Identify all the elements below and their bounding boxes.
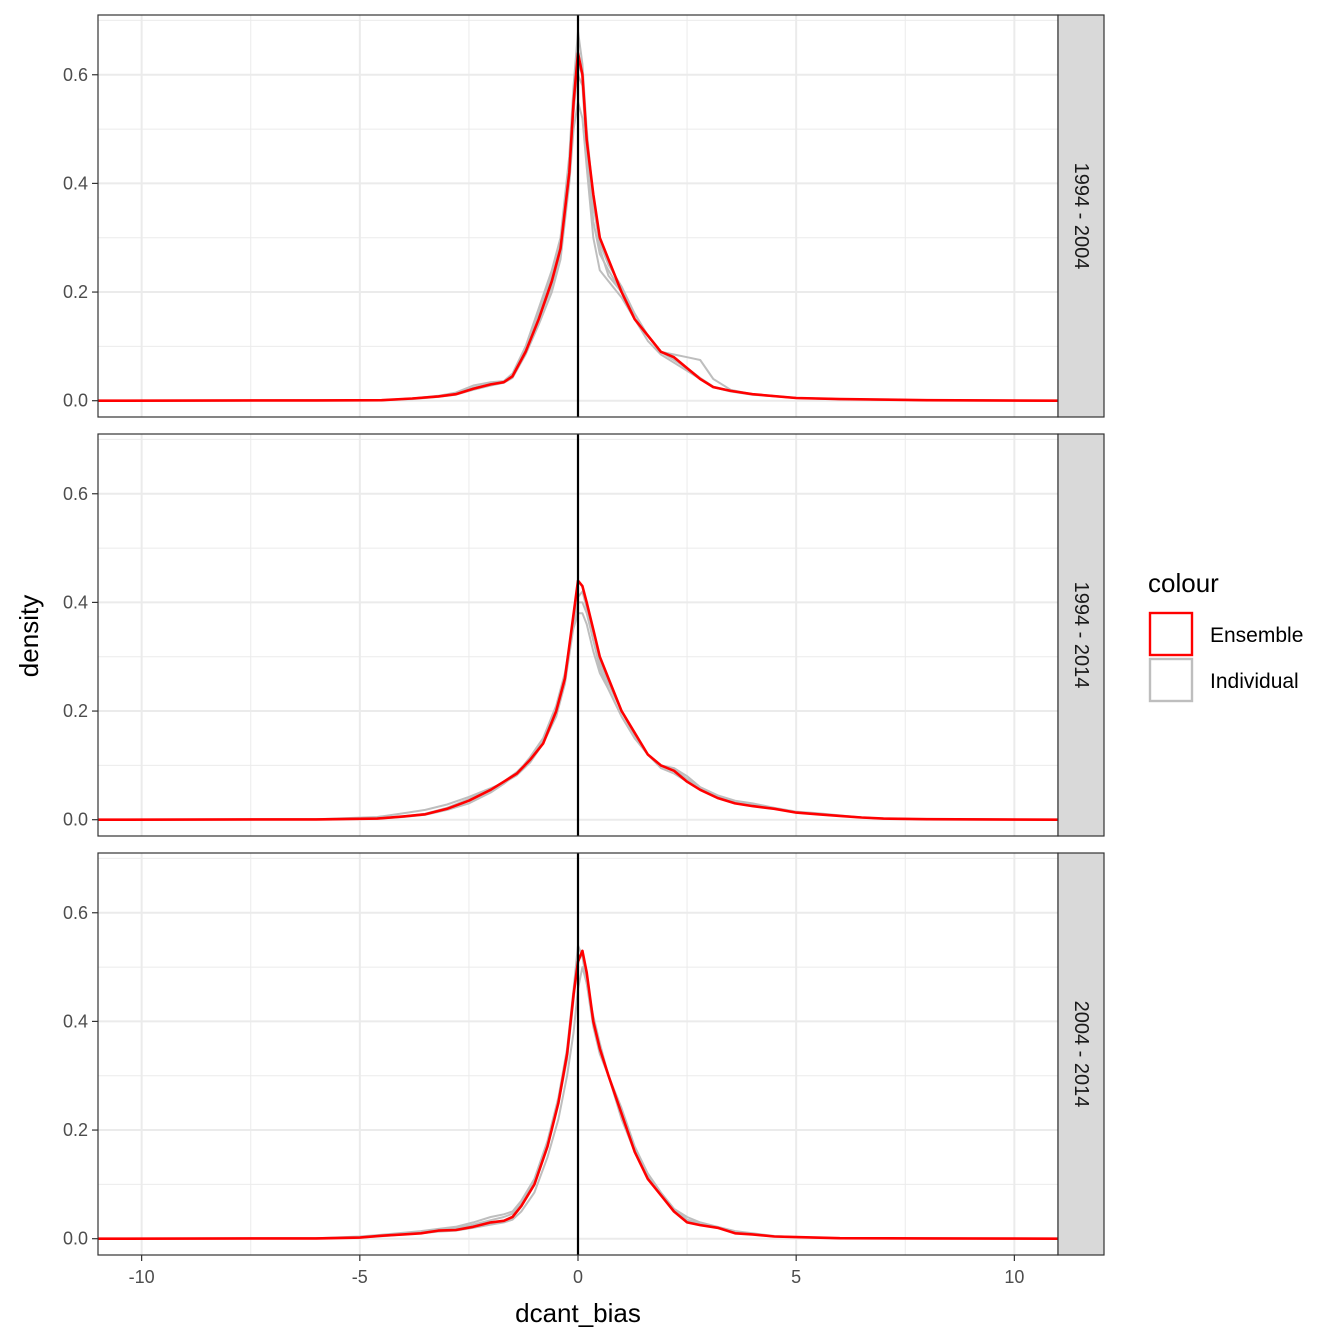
y-tick-label: 0.2 [63, 701, 88, 721]
legend-label-ensemble: Ensemble [1210, 624, 1303, 647]
legend-label-individual: Individual [1210, 670, 1299, 693]
x-tick-label: 10 [1004, 1267, 1024, 1287]
y-tick-label: 0.6 [63, 484, 88, 504]
y-tick-label: 0.4 [63, 1011, 88, 1031]
facet-strip [1057, 852, 1105, 1256]
facet-panel-1: 0.0 0.2 0.4 0.6 1994 - 2004 [63, 14, 1105, 418]
facet-strip-label: 2004 - 2014 [1070, 1001, 1092, 1108]
y-tick-label: 0.0 [63, 1229, 88, 1249]
y-tick-label: 0.4 [63, 173, 88, 193]
x-tick-label: 5 [791, 1267, 801, 1287]
y-tick-label: 0.6 [63, 903, 88, 923]
facet-panel-3: 0.0 0.2 0.4 0.6 2004 - 2014 [63, 852, 1105, 1256]
legend-key-ensemble [1148, 611, 1194, 657]
legend-entries: Ensemble Individual [1148, 611, 1303, 703]
y-tick-label: 0.6 [63, 65, 88, 85]
facet-strip-label: 1994 - 2014 [1070, 582, 1092, 689]
ensemble-density-line [97, 579, 1059, 821]
x-axis-title: dcant_bias [515, 1298, 641, 1328]
x-tick-label: -10 [129, 1267, 155, 1287]
facet-panel-2: 0.0 0.2 0.4 0.6 1994 - 2014 [63, 433, 1105, 837]
y-tick-label: 0.0 [63, 391, 88, 411]
ensemble-density-line [97, 51, 1059, 402]
legend-key-individual [1148, 657, 1194, 703]
facet-strip [1057, 14, 1105, 418]
legend-title: colour [1148, 568, 1219, 598]
ensemble-density-line [97, 949, 1059, 1240]
y-axis-title: density [14, 595, 44, 677]
x-axis: -10 -5 0 5 10 [129, 1255, 1024, 1287]
x-tick-label: 0 [573, 1267, 583, 1287]
y-tick-label: 0.2 [63, 1120, 88, 1140]
y-tick-label: 0.2 [63, 282, 88, 302]
facet-strip [1057, 433, 1105, 837]
y-tick-label: 0.4 [63, 592, 88, 612]
facet-strip-label: 1994 - 2004 [1070, 163, 1092, 270]
panels-layer: 0.0 0.2 0.4 0.6 1994 - 2004 0.0 0.2 0.4 0.6 1994 … [63, 14, 1105, 1256]
legend: colour Ensemble Individual [1148, 568, 1303, 703]
y-tick-label: 0.0 [63, 810, 88, 830]
x-tick-label: -5 [352, 1267, 368, 1287]
